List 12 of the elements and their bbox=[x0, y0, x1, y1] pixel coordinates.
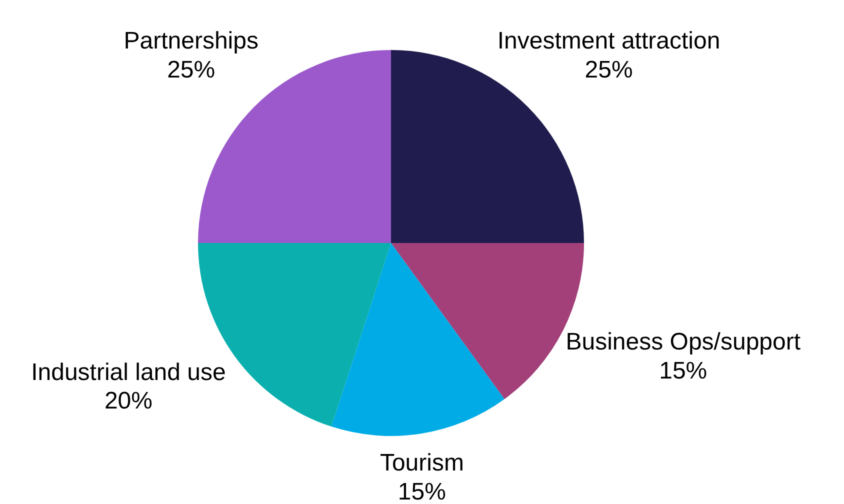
slice-label: Partnerships bbox=[124, 28, 258, 55]
data-label: 25% bbox=[167, 56, 216, 84]
slice-label: Business Ops/support bbox=[566, 328, 801, 356]
slice-label: Investment attraction bbox=[497, 28, 720, 55]
data-label: 20% bbox=[104, 388, 153, 415]
data-label: 25% bbox=[584, 56, 633, 84]
pie-slice bbox=[391, 50, 584, 243]
slice-label: Tourism bbox=[380, 450, 464, 477]
pie-slice bbox=[331, 243, 504, 436]
data-label: 15% bbox=[398, 478, 446, 504]
slice-label: Industrial land use bbox=[31, 358, 226, 386]
data-label: 15% bbox=[659, 357, 708, 384]
